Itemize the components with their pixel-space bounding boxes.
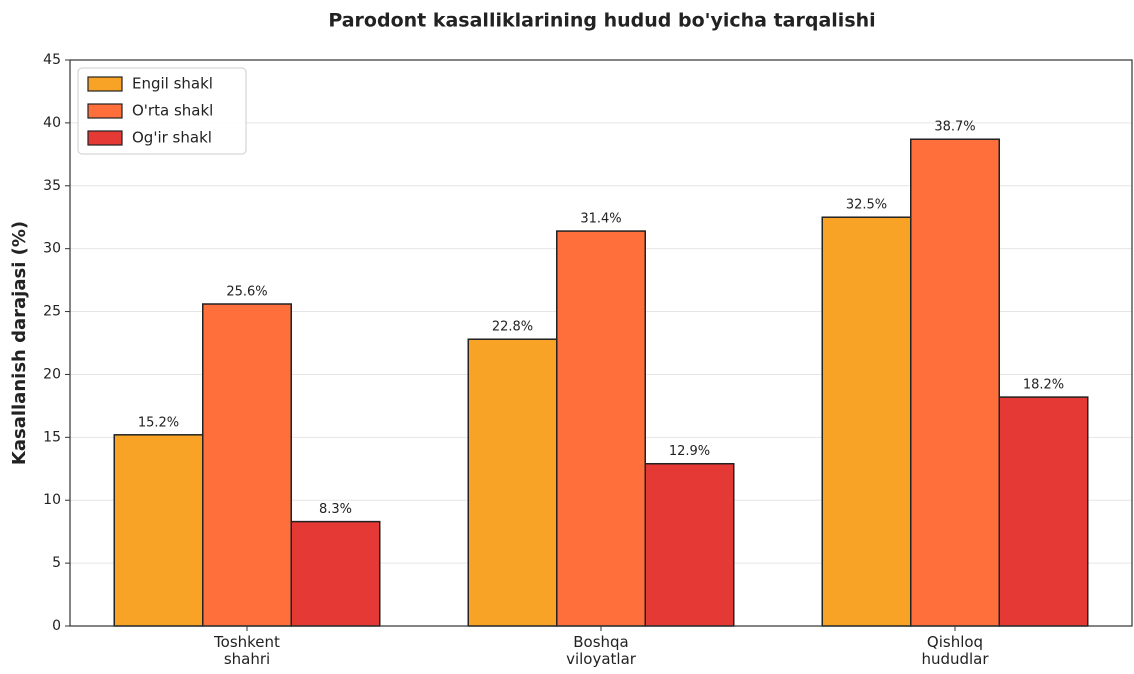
bar xyxy=(113,434,204,627)
value-label: 22.8% xyxy=(492,320,533,335)
bar xyxy=(202,303,292,627)
bar xyxy=(644,462,735,627)
y-tick-label: 30 xyxy=(43,241,61,257)
legend-swatch xyxy=(87,130,123,146)
bar xyxy=(910,138,1000,627)
y-tick-label: 25 xyxy=(43,304,61,320)
y-tick-label: 10 xyxy=(43,492,61,508)
y-axis-label: Kasallanish darajasi (%) xyxy=(9,221,30,465)
bar xyxy=(998,396,1089,627)
legend-label: O'rta shakl xyxy=(132,102,213,120)
chart-title: Parodont kasalliklarining hudud bo'yicha… xyxy=(328,10,875,32)
value-label: 18.2% xyxy=(1023,378,1064,393)
bar xyxy=(821,216,912,627)
bar xyxy=(290,520,381,627)
x-tick-label: Boshqa viloyatlar xyxy=(566,633,636,668)
value-label: 31.4% xyxy=(580,212,621,227)
value-label: 8.3% xyxy=(319,502,352,517)
bar xyxy=(556,230,646,627)
y-tick-label: 45 xyxy=(43,52,61,68)
bar xyxy=(467,338,558,627)
legend-label: Og'ir shakl xyxy=(132,129,212,147)
x-tick-label: Qishloq hududlar xyxy=(921,633,989,668)
y-tick-label: 35 xyxy=(43,178,61,194)
legend-swatch xyxy=(87,103,123,119)
axes-frame xyxy=(69,59,1133,627)
x-tick-label: Toshkent shahri xyxy=(214,633,280,668)
legend-swatch xyxy=(87,76,123,92)
value-label: 38.7% xyxy=(934,120,975,135)
value-label: 25.6% xyxy=(226,285,267,300)
value-label: 15.2% xyxy=(138,415,179,430)
y-tick-label: 40 xyxy=(43,115,61,131)
y-tick-label: 20 xyxy=(43,366,61,382)
y-tick-label: 0 xyxy=(52,618,61,634)
value-label: 32.5% xyxy=(846,198,887,213)
y-tick-label: 5 xyxy=(52,555,61,571)
value-label: 12.9% xyxy=(669,444,710,459)
y-tick-label: 15 xyxy=(43,429,61,445)
legend-label: Engil shakl xyxy=(132,75,213,93)
